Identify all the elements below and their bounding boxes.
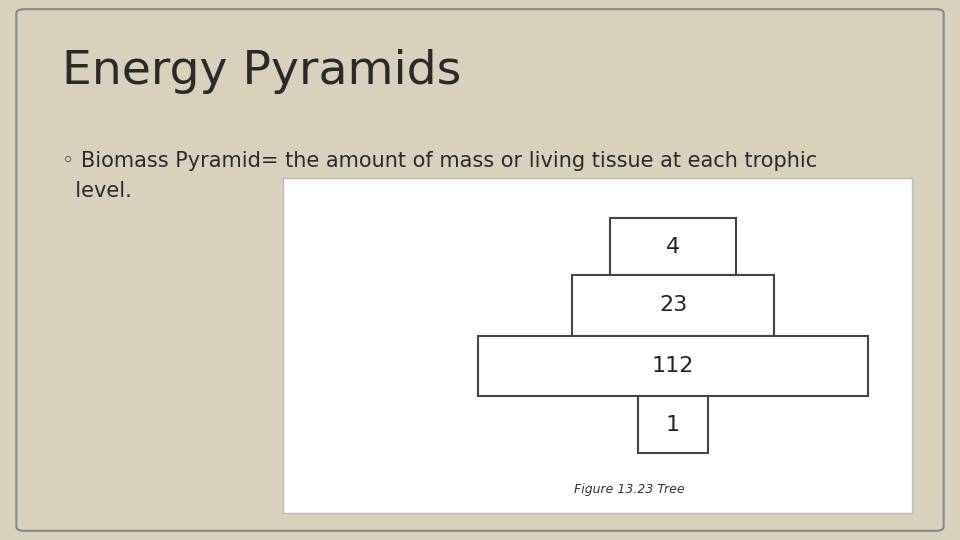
Bar [478,335,868,396]
Text: 23: 23 [659,295,687,315]
Text: 4: 4 [666,237,680,256]
Bar [611,218,736,275]
Bar [283,178,912,513]
Text: 112: 112 [652,356,694,376]
Bar [572,275,774,335]
Text: Figure 13.23 Tree: Figure 13.23 Tree [574,483,684,496]
FancyBboxPatch shape [16,9,944,531]
Bar [638,396,708,453]
Text: Energy Pyramids: Energy Pyramids [62,49,462,93]
Text: ◦ Biomass Pyramid= the amount of mass or living tissue at each trophic
  level.: ◦ Biomass Pyramid= the amount of mass or… [62,151,818,201]
Text: 1: 1 [666,415,680,435]
